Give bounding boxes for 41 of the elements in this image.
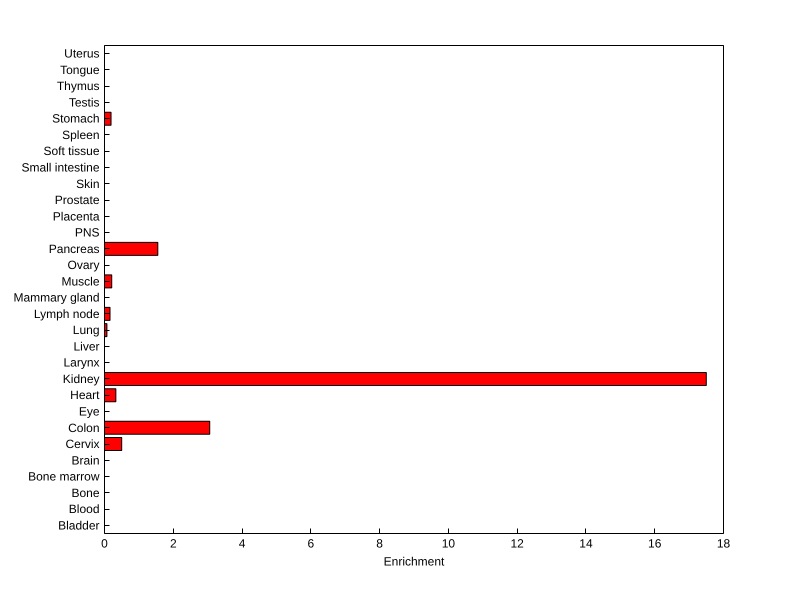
y-tick-label: Eye [78,404,100,418]
y-tick-label: Testis [68,95,100,110]
y-tick-label: Bladder [58,518,100,532]
y-tick-label: Tongue [60,62,100,77]
x-tick-label: 0 [101,536,108,550]
y-tick-label: Prostate [54,193,100,208]
x-tick-label: 14 [579,536,593,550]
y-tick-label: Stomach [52,112,100,126]
y-tick-label: PNS [74,226,100,240]
y-tick-label: Bone [71,486,100,500]
y-tick-label: Mammary gland [13,290,100,305]
y-tick-label: Lung [72,323,100,338]
x-tick-label: 12 [510,536,524,550]
x-tick-label: 16 [648,536,662,550]
x-tick-label: 10 [442,536,456,550]
y-tick-label: Muscle [61,274,100,288]
x-tick-label: 18 [716,536,730,550]
y-tick-label: Cervix [66,437,100,452]
y-tick-label: Placenta [52,209,100,224]
y-tick-label: Bone marrow [28,470,100,484]
y-tick-label: Heart [70,388,100,402]
x-tick-label: 8 [376,536,384,550]
y-tick-label: Liver [73,339,100,354]
y-tick-label: Kidney [62,372,100,386]
y-tick-label: Small intestine [21,160,100,174]
y-tick-label: Ovary [67,258,100,272]
y-tick-label: Uterus [64,46,100,61]
y-tick-label: Blood [68,502,100,516]
y-tick-label: Colon [68,420,100,435]
x-tick-label: 4 [238,536,246,550]
y-tick-label: Thymus [56,79,100,94]
y-tick-label: Pancreas [48,242,100,256]
x-axis-title: Enrichment [384,554,446,568]
y-tick-label: Spleen [62,128,100,142]
x-tick-label: 6 [307,536,314,550]
y-tick-label: Skin [76,176,100,191]
x-tick-label: 2 [170,536,177,550]
y-tick-label: Brain [71,453,100,468]
y-tick-label: Larynx [63,356,100,370]
y-tick-label: Soft tissue [43,144,100,158]
y-tick-label: Lymph node [34,306,100,321]
